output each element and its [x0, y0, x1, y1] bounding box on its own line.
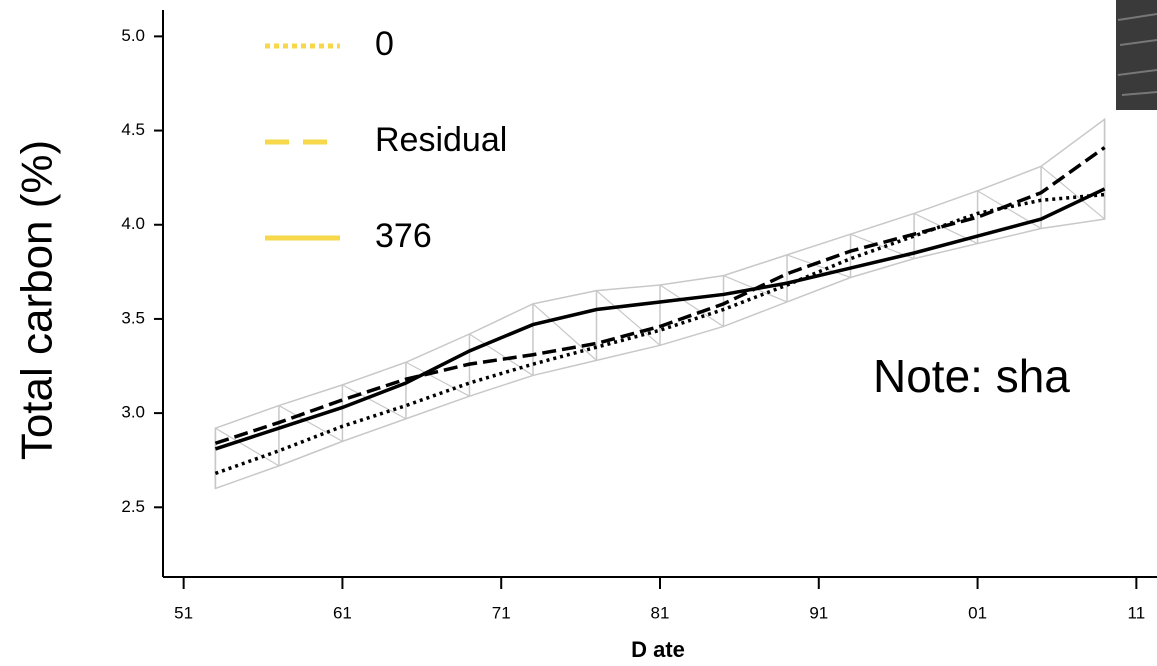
legend-label: 0	[375, 25, 394, 63]
band-hatch	[342, 384, 407, 420]
band-hatch	[659, 284, 724, 327]
x-tick-label: 11	[1128, 603, 1146, 622]
band-hatch	[1040, 165, 1105, 220]
y-tick-label: 3.5	[121, 308, 145, 327]
x-tick-label: 71	[492, 603, 511, 622]
y-tick-label: 4.0	[121, 214, 145, 233]
band-hatch	[215, 427, 280, 467]
y-tick-label: 4.5	[121, 120, 145, 139]
band-hatch	[596, 290, 661, 346]
y-axis-label: Total carbon (%)	[13, 140, 62, 460]
band-hatch	[532, 303, 597, 361]
legend-label: Residual	[375, 121, 507, 159]
x-tick-label: 51	[174, 603, 193, 622]
legend-label: 376	[375, 217, 432, 255]
x-tick-label: 01	[968, 603, 987, 622]
band-hatch	[786, 254, 851, 279]
photo-texture	[1117, 13, 1157, 96]
x-tick-label: 81	[651, 603, 670, 622]
x-tick-label: 61	[333, 603, 352, 622]
series-line	[214, 146, 1106, 445]
series-line	[214, 187, 1106, 451]
y-tick-label: 5.0	[121, 26, 145, 45]
x-tick-label: 91	[809, 603, 828, 622]
x-axis-label: D ate	[631, 637, 685, 662]
note: Note: sha	[873, 350, 1070, 402]
y-tick-label: 2.5	[121, 497, 145, 516]
y-tick-label: 3.0	[121, 403, 145, 422]
band-hatch	[278, 405, 343, 442]
band-hatch	[405, 361, 470, 397]
